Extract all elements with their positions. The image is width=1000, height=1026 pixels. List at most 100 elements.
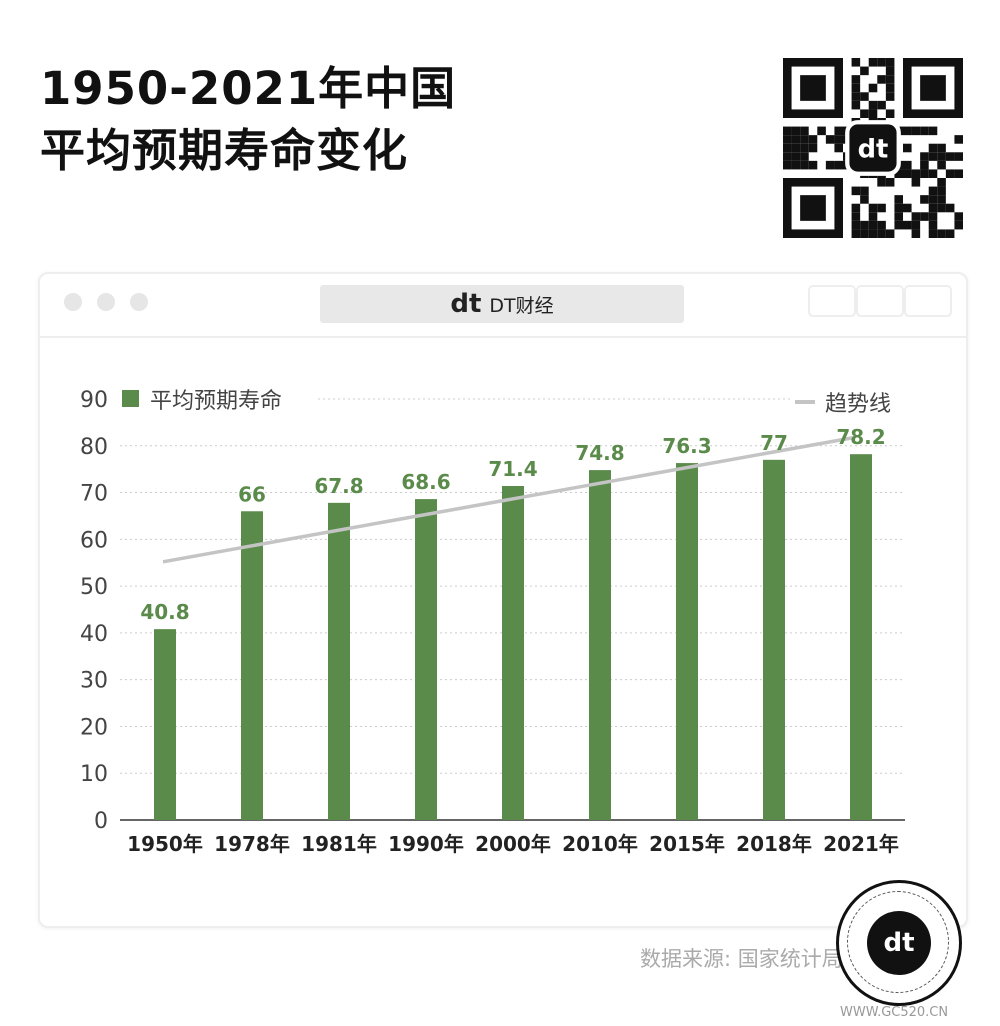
- qr-finder: [783, 178, 843, 238]
- qr-module: [791, 135, 801, 144]
- legend-label-trend: 趋势线: [825, 392, 891, 417]
- qr-module: [860, 220, 869, 230]
- qr-module: [860, 186, 869, 196]
- qr-module: [928, 126, 938, 136]
- qr-module: [860, 109, 869, 118]
- qr-module: [860, 229, 869, 238]
- qr-module: [834, 160, 843, 170]
- qr-module: [911, 169, 921, 178]
- qr-module: [851, 92, 861, 101]
- qr-module: [877, 100, 886, 110]
- qr-module: [808, 160, 818, 170]
- data-source: 数据来源: 国家统计局: [640, 947, 843, 971]
- y-tick-label: 50: [80, 575, 108, 600]
- qr-module: [894, 212, 903, 221]
- qr-module: [868, 220, 878, 230]
- qr-finder-center: [800, 75, 826, 101]
- x-tick-label: 1981年: [301, 832, 377, 856]
- qr-module: [903, 160, 912, 170]
- qr-module: [834, 135, 843, 144]
- qr-module: [954, 212, 963, 221]
- qr-module: [868, 203, 878, 213]
- qr-module: [945, 229, 955, 238]
- qr-module: [783, 126, 792, 136]
- bar: [328, 502, 350, 820]
- address-bar[interactable]: dt DT财经: [320, 285, 684, 323]
- record-button[interactable]: [808, 285, 856, 317]
- bar: [676, 463, 698, 820]
- qr-module: [783, 135, 792, 144]
- qr-module: [825, 135, 835, 144]
- qr-module: [851, 100, 861, 110]
- y-tick-label: 80: [80, 435, 108, 460]
- qr-module: [937, 203, 946, 213]
- qr-module: [825, 160, 835, 170]
- bar: [763, 459, 785, 820]
- qr-module: [928, 143, 938, 153]
- y-tick-label: 0: [94, 809, 108, 834]
- qr-module: [808, 135, 818, 144]
- qr-module: [877, 75, 886, 84]
- qr-module: [885, 229, 895, 238]
- data-label: 74.8: [575, 441, 624, 465]
- data-label: 40.8: [140, 600, 189, 624]
- qr-module: [928, 195, 938, 204]
- qr-module: [911, 220, 921, 230]
- brand-name: DT财经: [489, 294, 554, 317]
- qr-module: [851, 220, 861, 230]
- y-tick-label: 90: [80, 388, 108, 413]
- qr-module: [937, 186, 946, 196]
- qr-module: [800, 126, 809, 136]
- qr-module: [954, 152, 963, 161]
- qr-module: [791, 126, 801, 136]
- qr-module: [928, 152, 938, 161]
- maximize-icon[interactable]: [130, 293, 148, 311]
- data-label: 76.3: [662, 434, 711, 458]
- qr-module: [868, 229, 878, 238]
- share-button[interactable]: [856, 285, 904, 317]
- legend-swatch-bars: [122, 390, 139, 407]
- dt-stamp-logo: dt: [836, 880, 962, 1006]
- close-icon[interactable]: [64, 293, 82, 311]
- qr-module: [894, 220, 903, 230]
- brand-logo: dt: [450, 289, 482, 319]
- qr-module: [954, 169, 963, 178]
- minimize-icon[interactable]: [97, 293, 115, 311]
- qr-finder: [903, 58, 963, 118]
- qr-module: [851, 83, 861, 93]
- qr-module: [851, 229, 861, 238]
- qr-module: [834, 143, 843, 153]
- qr-module: [894, 203, 903, 213]
- bar: [241, 511, 263, 820]
- qr-module: [851, 186, 861, 196]
- data-label: 66: [238, 482, 266, 506]
- x-tick-label: 1990年: [388, 832, 464, 856]
- qr-module: [937, 195, 946, 204]
- qr-module: [868, 100, 878, 110]
- qr-module: [877, 58, 886, 67]
- qr-module: [928, 169, 938, 178]
- qr-module: [920, 195, 929, 204]
- qr-module: [945, 152, 955, 161]
- qr-module: [911, 178, 921, 187]
- page-title: 1950-2021年中国 平均预期寿命变化: [40, 62, 457, 177]
- x-tick-label: 1950年: [127, 832, 203, 856]
- qr-module: [920, 152, 929, 161]
- qr-module: [860, 92, 869, 101]
- qr-module: [928, 186, 938, 196]
- qr-module: [894, 169, 903, 178]
- qr-module: [800, 135, 809, 144]
- trend-line: [162, 435, 856, 564]
- qr-module: [885, 178, 895, 187]
- qr-code: dt: [783, 58, 963, 238]
- qr-module: [903, 126, 912, 136]
- qr-module: [937, 152, 946, 161]
- qr-module: [868, 109, 878, 118]
- qr-module: [920, 126, 929, 136]
- qr-module: [791, 160, 801, 170]
- legend-label-bars: 平均预期寿命: [150, 389, 282, 414]
- x-tick-label: 2021年: [823, 832, 899, 856]
- qr-module: [954, 135, 963, 144]
- copy-button[interactable]: [904, 285, 952, 317]
